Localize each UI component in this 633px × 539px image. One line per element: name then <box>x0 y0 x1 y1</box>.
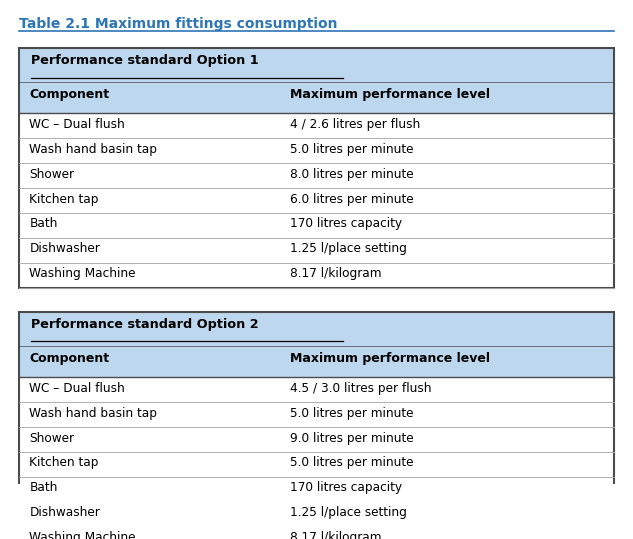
Text: Maximum performance level: Maximum performance level <box>290 88 490 101</box>
Text: 9.0 litres per minute: 9.0 litres per minute <box>290 432 413 445</box>
Text: Kitchen tap: Kitchen tap <box>29 457 99 469</box>
Text: 4.5 / 3.0 litres per flush: 4.5 / 3.0 litres per flush <box>290 382 431 395</box>
Text: Kitchen tap: Kitchen tap <box>29 192 99 205</box>
Text: WC – Dual flush: WC – Dual flush <box>29 118 125 131</box>
Text: Component: Component <box>29 352 110 365</box>
Text: 5.0 litres per minute: 5.0 litres per minute <box>290 457 413 469</box>
FancyBboxPatch shape <box>20 238 613 263</box>
FancyBboxPatch shape <box>20 347 613 377</box>
Text: Component: Component <box>29 88 110 101</box>
FancyBboxPatch shape <box>20 48 613 82</box>
Text: Bath: Bath <box>29 217 58 231</box>
FancyBboxPatch shape <box>20 213 613 238</box>
FancyBboxPatch shape <box>20 263 613 288</box>
Text: 8.17 l/kilogram: 8.17 l/kilogram <box>290 531 381 539</box>
Text: Wash hand basin tap: Wash hand basin tap <box>29 143 157 156</box>
Text: Performance standard Option 1: Performance standard Option 1 <box>31 54 259 67</box>
FancyBboxPatch shape <box>20 402 613 427</box>
FancyBboxPatch shape <box>20 139 613 163</box>
FancyBboxPatch shape <box>20 188 613 213</box>
Text: 8.17 l/kilogram: 8.17 l/kilogram <box>290 267 381 280</box>
FancyBboxPatch shape <box>20 502 613 527</box>
Text: 1.25 l/place setting: 1.25 l/place setting <box>290 243 406 255</box>
FancyBboxPatch shape <box>20 477 613 502</box>
Text: 5.0 litres per minute: 5.0 litres per minute <box>290 143 413 156</box>
Text: 5.0 litres per minute: 5.0 litres per minute <box>290 407 413 420</box>
Text: Wash hand basin tap: Wash hand basin tap <box>29 407 157 420</box>
Text: Shower: Shower <box>29 432 74 445</box>
Text: Dishwasher: Dishwasher <box>29 243 100 255</box>
Text: Washing Machine: Washing Machine <box>29 267 135 280</box>
FancyBboxPatch shape <box>20 427 613 452</box>
FancyBboxPatch shape <box>20 312 613 347</box>
Text: 1.25 l/place setting: 1.25 l/place setting <box>290 506 406 519</box>
Text: Performance standard Option 2: Performance standard Option 2 <box>31 317 259 331</box>
FancyBboxPatch shape <box>20 452 613 477</box>
FancyBboxPatch shape <box>20 113 613 139</box>
Text: 8.0 litres per minute: 8.0 litres per minute <box>290 168 413 181</box>
FancyBboxPatch shape <box>20 377 613 402</box>
Text: 6.0 litres per minute: 6.0 litres per minute <box>290 192 413 205</box>
Text: Washing Machine: Washing Machine <box>29 531 135 539</box>
FancyBboxPatch shape <box>20 163 613 188</box>
Text: 170 litres capacity: 170 litres capacity <box>290 217 402 231</box>
Text: 4 / 2.6 litres per flush: 4 / 2.6 litres per flush <box>290 118 420 131</box>
Text: Bath: Bath <box>29 481 58 494</box>
Text: Maximum performance level: Maximum performance level <box>290 352 490 365</box>
Text: WC – Dual flush: WC – Dual flush <box>29 382 125 395</box>
Text: 170 litres capacity: 170 litres capacity <box>290 481 402 494</box>
FancyBboxPatch shape <box>20 82 613 113</box>
Text: Dishwasher: Dishwasher <box>29 506 100 519</box>
Text: Shower: Shower <box>29 168 74 181</box>
FancyBboxPatch shape <box>20 527 613 539</box>
Text: Table 2.1 Maximum fittings consumption: Table 2.1 Maximum fittings consumption <box>20 17 338 31</box>
